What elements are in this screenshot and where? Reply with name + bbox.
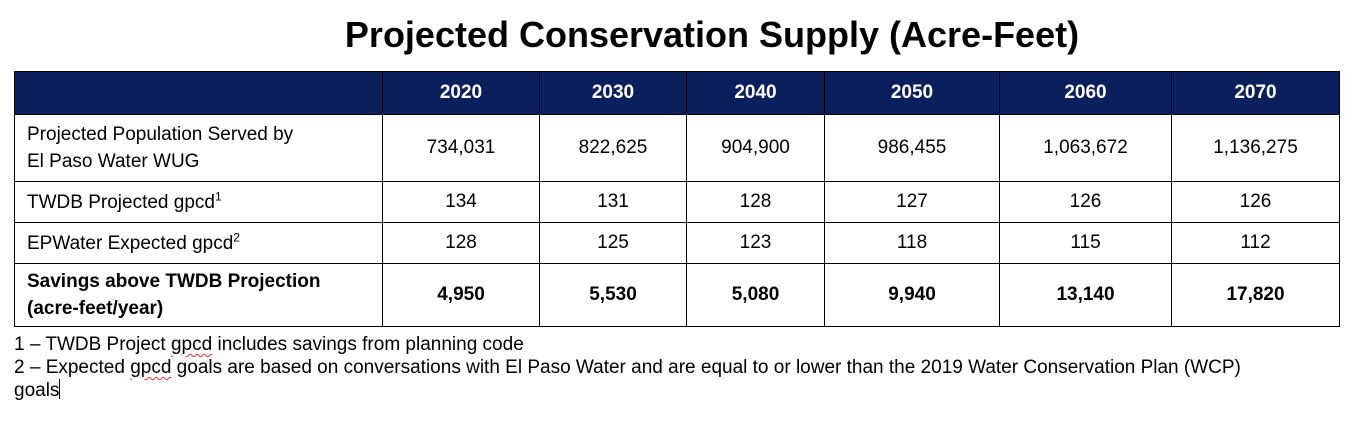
table-cell: 128 [686,181,825,223]
table-cell: 734,031 [382,114,540,182]
table-row-population: Projected Population Served by El Paso W… [14,114,1340,182]
row-label-savings-line2: (acre-feet/year) [27,298,164,319]
header-blank-cell [14,71,383,115]
table-cell: 4,950 [382,263,540,327]
text-cursor [59,379,61,399]
table-cell: 17,820 [1171,263,1340,327]
footnote-1-suffix: includes savings from planning code [212,334,524,355]
table-cell: 13,140 [999,263,1172,327]
row-label-epwater-gpcd-text: EPWater Expected gpcd [27,232,234,254]
row-label-epwater-gpcd: EPWater Expected gpcd2 [14,222,383,264]
footnote-marker-1: 1 [214,189,222,204]
header-year-2030: 2030 [539,71,687,115]
footnote-2-prefix: 2 – Expected [14,357,131,378]
footnote-2-end: goals [14,380,60,401]
table-cell: 115 [999,222,1172,264]
header-year-2060: 2060 [999,71,1172,115]
table-cell: 126 [1171,181,1340,223]
header-year-2020: 2020 [382,71,540,115]
table-cell: 822,625 [539,114,687,182]
spellcheck-flagged-word[interactable]: gpcd [170,334,213,355]
row-label-population: Projected Population Served by El Paso W… [14,114,383,182]
header-year-2050: 2050 [824,71,1000,115]
table-cell: 126 [999,181,1172,223]
table-cell: 1,063,672 [999,114,1172,182]
spellcheck-flagged-word[interactable]: gpcd [130,357,172,378]
table-row-savings: Savings above TWDB Projection (acre-feet… [14,263,1340,327]
footnotes[interactable]: 1 – TWDB Project gpcd includes savings f… [14,333,1344,402]
table-header-row: 2020 2030 2040 2050 2060 2070 [14,71,1340,115]
footnote-1-prefix: 1 – TWDB Project [14,334,171,355]
table-row-twdb-gpcd: TWDB Projected gpcd1 134 131 128 127 126… [14,181,1340,223]
table-row-epwater-gpcd: EPWater Expected gpcd2 128 125 123 118 1… [14,222,1340,264]
row-label-twdb-gpcd-text: TWDB Projected gpcd [27,191,215,213]
row-label-savings-line1: Savings above TWDB Projection [27,271,321,292]
footnote-2: 2 – Expected gpcd goals are based on con… [14,356,1344,402]
footnote-marker-2: 2 [233,230,240,245]
table-cell: 5,080 [686,263,825,327]
table-cell: 125 [539,222,687,264]
footnote-1: 1 – TWDB Project gpcd includes savings f… [14,333,1344,356]
table-cell: 904,900 [686,114,825,182]
table-cell: 986,455 [824,114,1000,182]
table-cell: 112 [1171,222,1340,264]
header-year-2070: 2070 [1171,71,1340,115]
table-cell: 123 [686,222,825,264]
table-cell: 127 [824,181,1000,223]
footnote-2-suffix: goals are based on conversations with El… [171,357,1241,378]
table-cell: 128 [382,222,540,264]
table-cell: 1,136,275 [1171,114,1340,182]
conservation-supply-table: 2020 2030 2040 2050 2060 2070 Projected … [14,71,1340,327]
row-label-population-line2: El Paso Water WUG [27,151,200,172]
page-title: Projected Conservation Supply (Acre-Feet… [344,14,1080,55]
header-year-2040: 2040 [686,71,825,115]
table-cell: 118 [824,222,1000,264]
row-label-population-line1: Projected Population Served by [27,124,294,145]
table-cell: 5,530 [539,263,687,327]
table-cell: 131 [539,181,687,223]
row-label-twdb-gpcd: TWDB Projected gpcd1 [14,181,383,223]
row-label-savings: Savings above TWDB Projection (acre-feet… [14,263,383,327]
table-cell: 9,940 [824,263,1000,327]
table-cell: 134 [382,181,540,223]
